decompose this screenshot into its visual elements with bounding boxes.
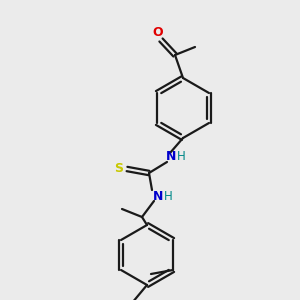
Text: N: N bbox=[153, 190, 163, 202]
Text: O: O bbox=[153, 26, 163, 40]
Text: S: S bbox=[115, 161, 124, 175]
Text: H: H bbox=[164, 190, 172, 202]
Text: H: H bbox=[177, 151, 185, 164]
Text: N: N bbox=[166, 151, 176, 164]
